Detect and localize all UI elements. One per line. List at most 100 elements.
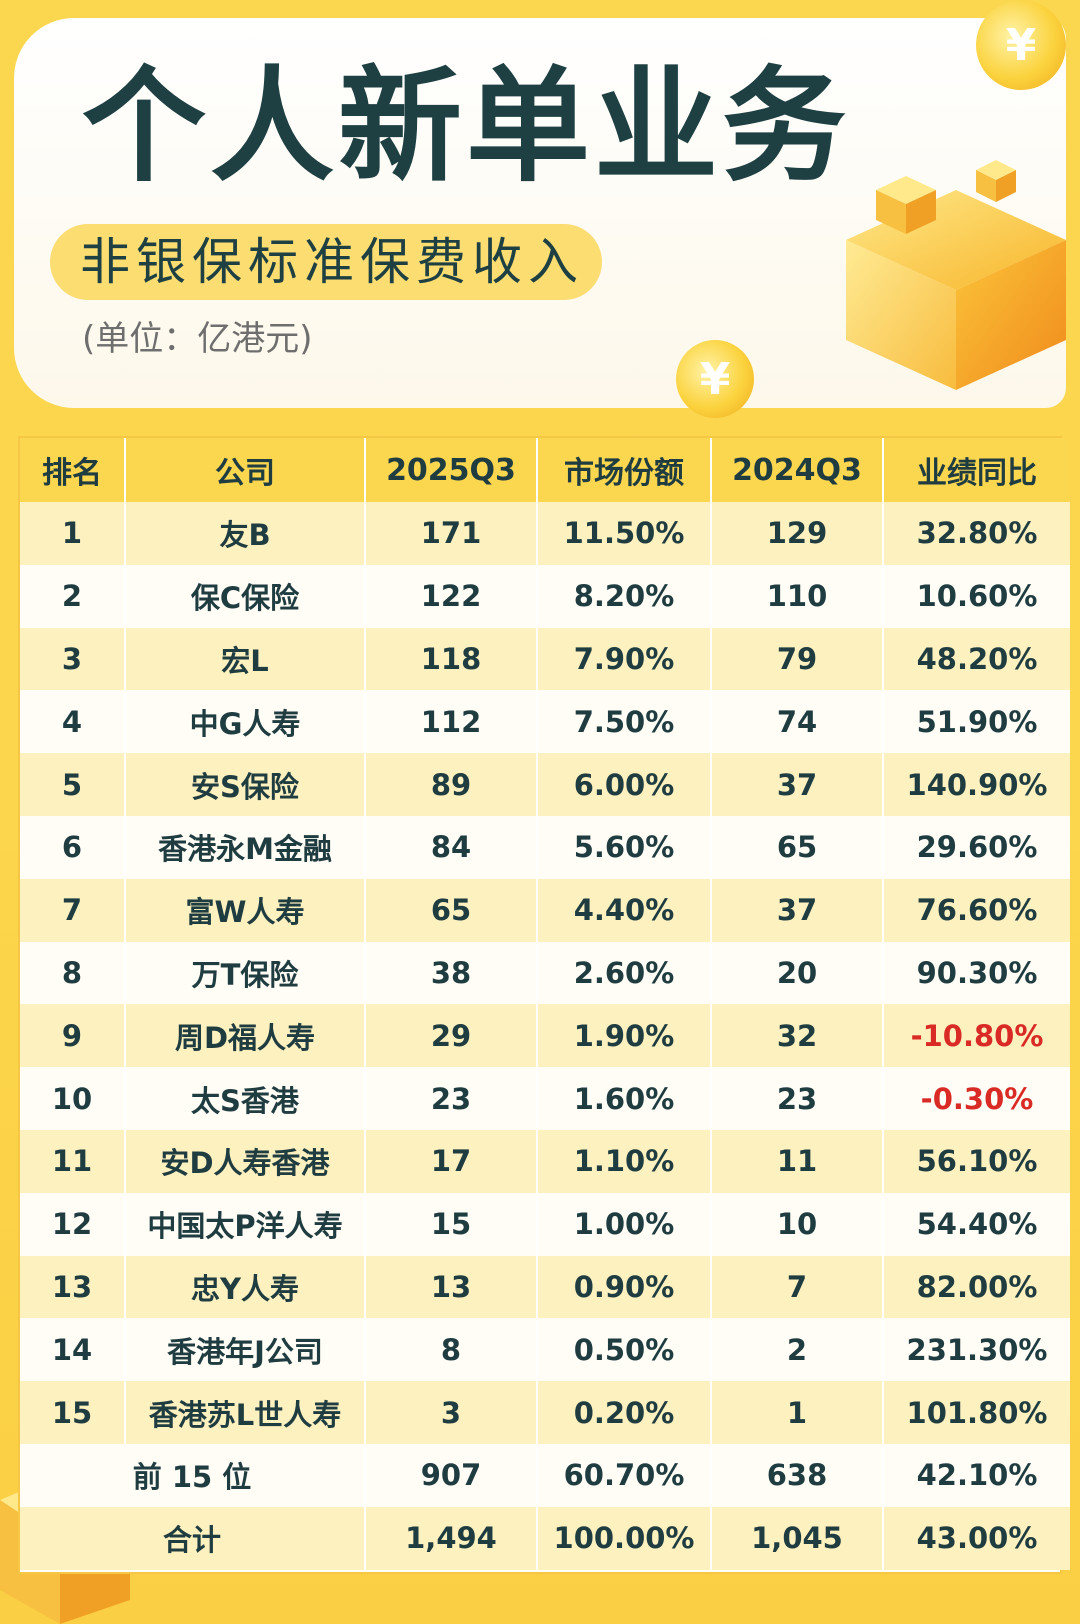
cell-company: 忠Y人寿 (125, 1255, 366, 1319)
table-row: 13 忠Y人寿 13 0.90% 7 82.00% (20, 1255, 1070, 1319)
cell-company: 宏L (125, 627, 366, 691)
cell-yoy: 101.80% (883, 1381, 1070, 1444)
cell-market-share: 60.70% (537, 1443, 712, 1507)
cell-2024q3: 74 (711, 690, 884, 754)
yen-coin-icon (976, 0, 1066, 90)
cell-yoy-negative: -10.80% (883, 1004, 1070, 1068)
cell-yoy-negative: -0.30% (883, 1067, 1070, 1130)
cell-yoy: 76.60% (883, 878, 1070, 942)
cell-2025q3: 13 (365, 1255, 538, 1319)
table-row: 15 香港苏L世人寿 3 0.20% 1 101.80% (20, 1381, 1070, 1444)
cell-rank: 11 (20, 1129, 126, 1193)
cell-rank: 12 (20, 1192, 126, 1256)
cell-rank: 2 (20, 564, 126, 628)
cell-company: 太S香港 (125, 1067, 366, 1130)
cell-market-share: 11.50% (537, 502, 712, 565)
cell-market-share: 7.90% (537, 627, 712, 691)
cell-market-share: 1.00% (537, 1192, 712, 1256)
cell-company: 安S保险 (125, 753, 366, 816)
table-row: 11 安D人寿香港 17 1.10% 11 56.10% (20, 1129, 1070, 1193)
cell-market-share: 1.10% (537, 1129, 712, 1193)
cell-2025q3: 112 (365, 690, 538, 754)
cell-market-share: 0.90% (537, 1255, 712, 1319)
cell-company: 香港苏L世人寿 (125, 1381, 366, 1444)
table-row: 7 富W人寿 65 4.40% 37 76.60% (20, 878, 1070, 942)
cell-market-share: 1.90% (537, 1004, 712, 1068)
cell-market-share: 2.60% (537, 941, 712, 1005)
table-header-row: 排名 公司 2025Q3 市场份额 2024Q3 业绩同比 (20, 438, 1070, 502)
cell-company: 香港年J公司 (125, 1318, 366, 1382)
table-row: 8 万T保险 38 2.60% 20 90.30% (20, 941, 1070, 1005)
cell-2025q3: 122 (365, 564, 538, 628)
cell-2024q3: 65 (711, 815, 884, 879)
cell-market-share: 4.40% (537, 878, 712, 942)
cell-2025q3: 171 (365, 502, 538, 565)
cell-rank: 1 (20, 502, 126, 565)
cell-yoy: 231.30% (883, 1318, 1070, 1382)
cell-company: 安D人寿香港 (125, 1129, 366, 1193)
cell-2024q3: 7 (711, 1255, 884, 1319)
column-header-2024q3: 2024Q3 (711, 438, 884, 502)
cell-yoy: 10.60% (883, 564, 1070, 628)
column-header-rank: 排名 (20, 438, 126, 502)
table-row: 5 安S保险 89 6.00% 37 140.90% (20, 753, 1070, 816)
cell-company: 中G人寿 (125, 690, 366, 754)
unit-label: (单位：亿港元) (82, 319, 313, 359)
cell-2025q3: 907 (365, 1443, 538, 1507)
cell-2025q3: 38 (365, 941, 538, 1005)
cell-rank: 13 (20, 1255, 126, 1319)
cell-company: 万T保险 (125, 941, 366, 1005)
page-title: 个人新单业务 (82, 55, 851, 199)
column-header-yoy: 业绩同比 (883, 438, 1070, 502)
cell-rank: 10 (20, 1067, 126, 1130)
yen-coin-icon (676, 340, 754, 418)
cell-2025q3: 89 (365, 753, 538, 816)
table-row: 6 香港永M金融 84 5.60% 65 29.60% (20, 815, 1070, 879)
cell-2024q3: 1 (711, 1381, 884, 1444)
subtitle-pill (50, 224, 602, 300)
cell-2024q3: 638 (711, 1443, 884, 1507)
cell-2024q3: 129 (711, 502, 884, 565)
cell-2024q3: 23 (711, 1067, 884, 1130)
gold-cube-icon (846, 160, 1066, 390)
cell-rank: 8 (20, 941, 126, 1005)
ranking-table: 排名 公司 2025Q3 市场份额 2024Q3 业绩同比 1 友B 171 1… (20, 438, 1070, 1570)
column-header-market-share: 市场份额 (537, 438, 712, 502)
table-row-top15: 前 15 位 907 60.70% 638 42.10% (20, 1443, 1070, 1507)
cell-2024q3: 1,045 (711, 1506, 884, 1570)
cell-yoy: 29.60% (883, 815, 1070, 879)
cell-market-share: 8.20% (537, 564, 712, 628)
cell-yoy: 32.80% (883, 502, 1070, 565)
table-row: 12 中国太P洋人寿 15 1.00% 10 54.40% (20, 1192, 1070, 1256)
cell-rank: 6 (20, 815, 126, 879)
cell-yoy: 82.00% (883, 1255, 1070, 1319)
cell-market-share: 1.60% (537, 1067, 712, 1130)
column-header-2025q3: 2025Q3 (365, 438, 538, 502)
cell-yoy: 48.20% (883, 627, 1070, 691)
cell-yoy: 51.90% (883, 690, 1070, 754)
table-row: 10 太S香港 23 1.60% 23 -0.30% (20, 1067, 1070, 1130)
cell-2024q3: 37 (711, 753, 884, 816)
cell-2025q3: 84 (365, 815, 538, 879)
cell-company: 中国太P洋人寿 (125, 1192, 366, 1256)
cell-yoy: 54.40% (883, 1192, 1070, 1256)
cell-market-share: 100.00% (537, 1506, 712, 1570)
table-row: 14 香港年J公司 8 0.50% 2 231.30% (20, 1318, 1070, 1382)
cell-2025q3: 8 (365, 1318, 538, 1382)
cell-2025q3: 15 (365, 1192, 538, 1256)
cell-market-share: 0.50% (537, 1318, 712, 1382)
cell-2025q3: 23 (365, 1067, 538, 1130)
cell-market-share: 6.00% (537, 753, 712, 816)
cell-2024q3: 79 (711, 627, 884, 691)
cell-company: 友B (125, 502, 366, 565)
cell-market-share: 5.60% (537, 815, 712, 879)
cell-2025q3: 1,494 (365, 1506, 538, 1570)
cell-total-label: 合计 (20, 1506, 366, 1570)
cell-yoy: 140.90% (883, 753, 1070, 816)
cell-rank: 3 (20, 627, 126, 691)
cell-yoy: 56.10% (883, 1129, 1070, 1193)
cell-2024q3: 10 (711, 1192, 884, 1256)
cell-2024q3: 2 (711, 1318, 884, 1382)
cell-rank: 7 (20, 878, 126, 942)
cell-2025q3: 118 (365, 627, 538, 691)
